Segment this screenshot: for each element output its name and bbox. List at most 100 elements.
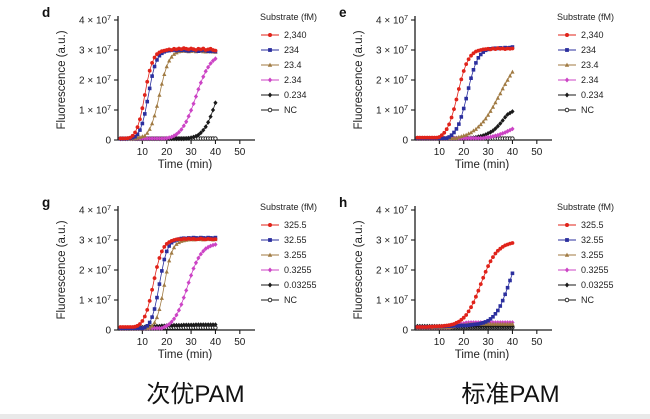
svg-text:50: 50 (234, 147, 246, 158)
legend-label: 2,340 (581, 29, 604, 40)
svg-text:50: 50 (234, 337, 246, 348)
legend-item: 0.3255 (260, 262, 344, 277)
svg-text:1 × 107: 1 × 107 (79, 295, 111, 307)
legend-marker-diamond (558, 77, 576, 82)
legend-marker-diamond (558, 267, 576, 272)
legend-label: 3.255 (581, 249, 604, 260)
svg-text:2 × 107: 2 × 107 (79, 75, 111, 87)
legend-marker-triangle (261, 62, 279, 67)
panel-g: g Fluorescence (a.u.) 4 × 107 3 × 107 2 × … (0, 190, 325, 380)
legend-marker-diamond (261, 92, 279, 97)
figure-row-bottom: g Fluorescence (a.u.) 4 × 107 3 × 107 2 × … (0, 190, 650, 380)
legend-items: 2,340 234 23.4 2.34 0.234 NC (557, 27, 641, 117)
svg-text:30: 30 (483, 337, 495, 348)
legend-label: 3.255 (284, 249, 307, 260)
legend-label: 23.4 (284, 59, 302, 70)
legend-item: 3.255 (260, 247, 344, 262)
svg-text:40: 40 (507, 147, 519, 158)
legend-item: 0.03255 (260, 277, 344, 292)
svg-text:4 × 107: 4 × 107 (376, 205, 408, 217)
legend-items: 325.5 32.55 3.255 0.3255 0.03255 NC (260, 217, 344, 307)
panel-letter: g (42, 195, 51, 210)
legend-item: 0.234 (557, 87, 641, 102)
series-325.5 (118, 236, 218, 329)
legend-marker-triangle (558, 252, 576, 257)
series-0.3255 (118, 242, 218, 331)
legend-label: 0.3255 (284, 264, 312, 275)
legend-title: Substrate (fM) (557, 12, 615, 22)
legend-marker-circle (558, 222, 576, 227)
svg-text:40: 40 (210, 337, 222, 348)
legend-label: 0.234 (581, 89, 604, 100)
legend-title: Substrate (fM) (260, 12, 318, 22)
svg-text:20: 20 (161, 147, 173, 158)
legend-item: 2.34 (260, 72, 344, 87)
legend-label: NC (284, 294, 297, 305)
legend-item: 32.55 (260, 232, 344, 247)
series-2,340 (415, 46, 515, 140)
legend-marker-circle-open (261, 107, 279, 112)
legend-label: 0.03255 (581, 279, 614, 290)
caption-standard-pam: 标准PAM (461, 381, 560, 408)
svg-text:3 × 107: 3 × 107 (376, 45, 408, 57)
legend-label: 0.03255 (284, 279, 317, 290)
legend-label: NC (581, 104, 594, 115)
legend-item: NC (260, 292, 344, 307)
legend-item: 23.4 (557, 57, 641, 72)
legend-item: 23.4 (260, 57, 344, 72)
legend-marker-triangle (261, 252, 279, 257)
svg-text:30: 30 (186, 337, 198, 348)
legend-label: 325.5 (284, 219, 307, 230)
legend-item: 2,340 (557, 27, 641, 42)
y-axis-label: Fluorescence (a.u.) (353, 220, 365, 320)
legend-marker-square (261, 237, 279, 242)
legend-marker-diamond (558, 92, 576, 97)
svg-text:1 × 107: 1 × 107 (79, 105, 111, 117)
svg-text:4 × 107: 4 × 107 (79, 15, 111, 27)
svg-text:20: 20 (458, 337, 470, 348)
plot-e: 4 × 107 3 × 107 2 × 107 1 × 107 0 10 20 30 40 50 (376, 15, 552, 158)
svg-text:2 × 107: 2 × 107 (79, 265, 111, 277)
legend-item: 2,340 (260, 27, 344, 42)
series-2,340 (118, 46, 218, 141)
x-axis-label: Time (min) (157, 159, 213, 171)
panel-e: e Fluorescence (a.u.) 4 × 107 3 × 107 2 × … (325, 0, 650, 190)
y-axis-label: Fluorescence (a.u.) (56, 30, 68, 130)
legend-label: NC (581, 294, 594, 305)
legend-item: NC (557, 102, 641, 117)
legend-item: 32.55 (557, 232, 641, 247)
legend-label: 32.55 (284, 234, 307, 245)
legend-item: NC (557, 292, 641, 307)
svg-text:3 × 107: 3 × 107 (376, 235, 408, 247)
svg-text:20: 20 (458, 147, 470, 158)
legend-marker-square (558, 237, 576, 242)
plot-h: 4 × 107 3 × 107 2 × 107 1 × 107 0 10 20 30 40 50 (376, 205, 552, 348)
legend-item: 234 (557, 42, 641, 57)
svg-text:1 × 107: 1 × 107 (376, 295, 408, 307)
legend-label: 2,340 (284, 29, 307, 40)
captions: 次优PAM 标准PAM (0, 380, 650, 413)
svg-text:0: 0 (402, 326, 408, 337)
legend-marker-circle-open (261, 297, 279, 302)
legend-marker-circle-open (558, 297, 576, 302)
figure-row-top: d Fluorescence (a.u.) 4 × 107 3 × 107 2 × … (0, 0, 650, 190)
caption-suboptimal-pam: 次优PAM (146, 381, 245, 408)
series-23.4 (118, 48, 218, 141)
svg-text:30: 30 (483, 147, 495, 158)
legend-item: 325.5 (557, 217, 641, 232)
legend-label: 0.234 (284, 89, 307, 100)
svg-text:0: 0 (402, 136, 408, 147)
panel-letter: e (339, 5, 347, 20)
legend-title: Substrate (fM) (260, 202, 318, 212)
series-325.5 (415, 241, 515, 329)
legend-item: 0.3255 (557, 262, 641, 277)
legend-label: 0.3255 (581, 264, 609, 275)
plot-g: 4 × 107 3 × 107 2 × 107 1 × 107 0 10 20 30 40 50 (79, 205, 255, 348)
legend-title: Substrate (fM) (557, 202, 615, 212)
legend-marker-circle (558, 32, 576, 37)
legend-label: 325.5 (581, 219, 604, 230)
legend-label: 23.4 (581, 59, 599, 70)
svg-text:50: 50 (531, 337, 543, 348)
svg-text:10: 10 (434, 337, 446, 348)
